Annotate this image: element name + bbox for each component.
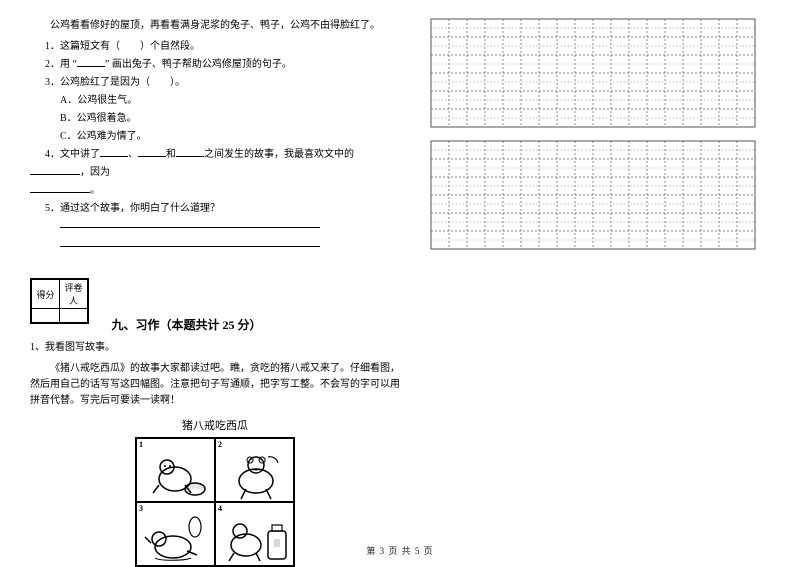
section-title: 九、习作（本题共计 25 分）: [112, 316, 262, 333]
blank: [77, 57, 105, 67]
blank: [60, 218, 320, 228]
page-footer: 第 3 页 共 5 页: [0, 544, 800, 557]
q4-m2: 和: [166, 149, 176, 160]
left-column: 公鸡看看修好的屋顶，再看看满身泥浆的兔子、鸭子，公鸡不由得脸红了。 1．这篇短文…: [30, 18, 420, 565]
writing-grid-1: [430, 18, 770, 128]
blank: [60, 237, 320, 247]
q3-option-b: B．公鸡很着急。: [30, 110, 400, 128]
question-3: 3．公鸡脸红了是因为（ ）。: [30, 74, 400, 92]
question-2: 2．用 “ ” 画出兔子、鸭子帮助公鸡修屋顶的句子。: [30, 56, 400, 74]
q4-m1: 、: [128, 149, 138, 160]
answer-line: [30, 218, 400, 231]
q4-m3: 之间发生的故事，我最喜欢文中的: [204, 149, 354, 160]
blank: [138, 147, 166, 157]
comic-title: 猪八戒吃西瓜: [30, 417, 400, 433]
page: 公鸡看看修好的屋顶，再看看满身泥浆的兔子、鸭子，公鸡不由得脸红了。 1．这篇短文…: [0, 0, 800, 565]
writing-item: 1、我看图写故事。: [30, 339, 400, 357]
writing-grid-2: [430, 140, 770, 250]
comic-panel-2: 2: [215, 438, 294, 502]
pig-icon: [216, 439, 294, 502]
score-cell: [60, 309, 88, 323]
q2-pre: 2．用 “: [45, 59, 77, 70]
q3-option-a: A．公鸡很生气。: [30, 92, 400, 110]
grid-svg: [430, 140, 756, 250]
blank: [30, 183, 90, 193]
section-9: 得分 评卷人 九、习作（本题共计 25 分） 1、我看图写故事。 《猪八戒吃西瓜…: [30, 250, 400, 567]
q2-mid: ” 画出兔子、鸭子帮助公鸡修屋顶的句子。: [105, 59, 292, 70]
score-cell: [32, 309, 60, 323]
blank: [176, 147, 204, 157]
right-column: [420, 18, 770, 565]
comic-panel-1: 1: [136, 438, 215, 502]
question-4: 4．文中讲了 、 和 之间发生的故事，我最喜欢文中的 ，因为: [30, 146, 400, 182]
score-col1: 得分: [32, 280, 60, 309]
q4-line2: 。: [30, 182, 400, 200]
reading-intro: 公鸡看看修好的屋顶，再看看满身泥浆的兔子、鸭子，公鸡不由得脸红了。: [30, 18, 400, 34]
score-box: 得分 评卷人: [30, 278, 89, 324]
grid-svg: [430, 18, 756, 128]
question-1: 1．这篇短文有（ ）个自然段。: [30, 38, 400, 56]
answer-line: [30, 237, 400, 250]
q4-pre: 4．文中讲了: [45, 149, 100, 160]
q4-end: ，因为: [80, 167, 110, 178]
writing-desc: 《猪八戒吃西瓜》的故事大家都读过吧。瞧，贪吃的猪八戒又来了。仔细看图，然后用自己…: [30, 361, 400, 409]
q3-option-c: C．公鸡难为情了。: [30, 128, 400, 146]
blank: [30, 165, 80, 175]
question-5: 5．通过这个故事，你明白了什么道理？: [30, 200, 400, 218]
q4-period: 。: [90, 185, 100, 196]
pig-icon: [137, 439, 215, 502]
blank: [100, 147, 128, 157]
score-col2: 评卷人: [60, 280, 88, 309]
